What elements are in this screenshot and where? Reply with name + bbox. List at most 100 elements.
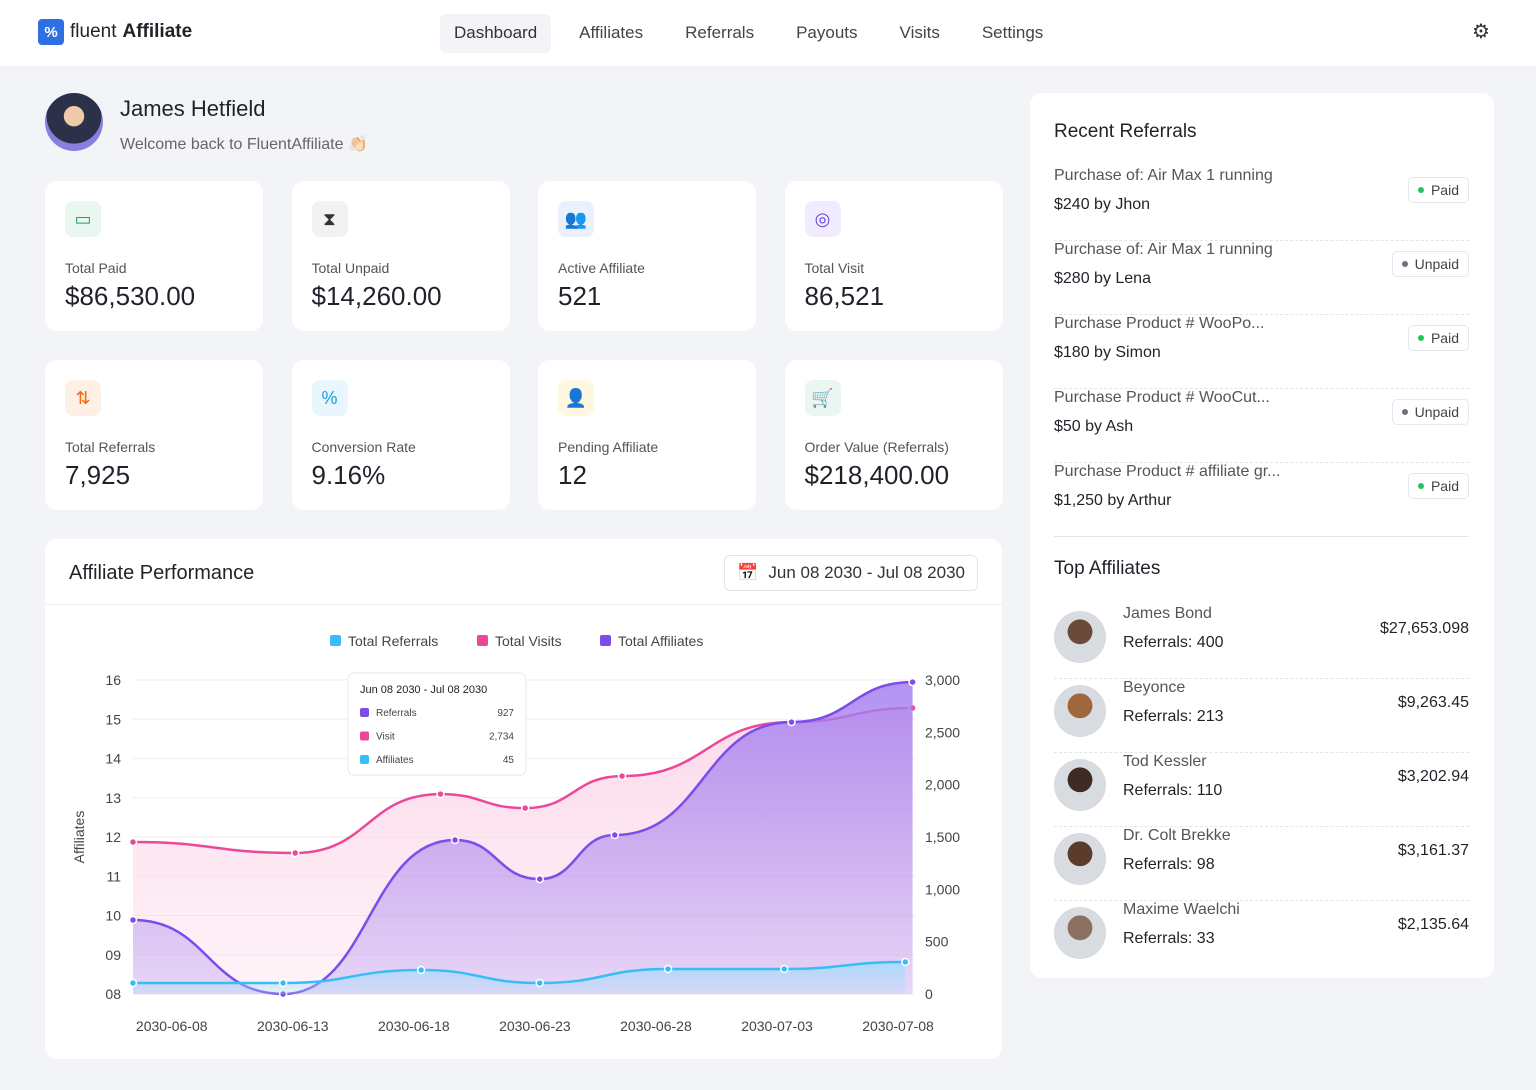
performance-title: Affiliate Performance — [69, 562, 255, 584]
affiliate-earnings: $9,263.45 — [1397, 694, 1469, 711]
eye-icon: ◎ — [804, 201, 841, 237]
x-tick-label: 2030-06-23 — [499, 1018, 571, 1034]
data-point — [610, 830, 620, 840]
left-tick-label: 12 — [105, 829, 121, 845]
top-affiliate-item[interactable]: James Bond Referrals: 400 $27,653.098 — [1054, 605, 1469, 679]
status-label: Unpaid — [1414, 256, 1459, 272]
stat-label: Total Unpaid — [311, 260, 390, 276]
data-point — [780, 964, 789, 974]
nav-referrals[interactable]: Referrals — [685, 23, 755, 42]
cart-icon: 🛒 — [804, 380, 841, 416]
stat-value: 521 — [558, 281, 602, 311]
left-tick-label: 13 — [105, 790, 121, 806]
gear-icon[interactable]: ⚙ — [1472, 21, 1490, 43]
stat-card: ⇅ Total Referrals 7,925 — [45, 360, 263, 510]
affiliate-earnings: $3,202.94 — [1397, 768, 1469, 785]
x-tick-label: 2030-07-08 — [862, 1018, 934, 1034]
stat-value: 7,925 — [65, 460, 131, 490]
divider — [45, 604, 1002, 605]
left-tick-label: 14 — [105, 751, 121, 767]
stat-card: 👥 Active Affiliate 521 — [538, 181, 756, 331]
affiliate-referrals: Referrals: 400 — [1123, 634, 1224, 651]
top-affiliate-item[interactable]: Dr. Colt Brekke Referrals: 98 $3,161.37 — [1054, 827, 1469, 901]
avatar — [1054, 833, 1106, 885]
right-tick-label: 500 — [925, 934, 949, 950]
left-tick-label: 15 — [105, 711, 121, 727]
referral-item[interactable]: Purchase of: Air Max 1 running $280 by L… — [1054, 241, 1469, 315]
top-affiliate-item[interactable]: Tod Kessler Referrals: 110 $3,202.94 — [1054, 753, 1469, 827]
affiliate-referrals: Referrals: 110 — [1123, 782, 1223, 799]
legend-swatch — [330, 635, 341, 646]
referral-item[interactable]: Purchase of: Air Max 1 running $240 by J… — [1054, 167, 1469, 241]
date-range-picker[interactable]: 📅 Jun 08 2030 - Jul 08 2030 — [724, 555, 978, 591]
legend-label: Total Referrals — [348, 633, 438, 649]
x-tick-label: 2030-06-13 — [257, 1018, 329, 1034]
referral-item[interactable]: Purchase Product # WooPo... $180 by Simo… — [1054, 315, 1469, 389]
affiliate-name: Maxime Waelchi — [1123, 901, 1240, 918]
avatar — [1054, 685, 1106, 737]
stat-card: 🛒 Order Value (Referrals) $218,400.00 — [784, 360, 1003, 510]
main-nav: Dashboard Affiliates Referrals Payouts V… — [440, 14, 1067, 53]
data-point — [128, 978, 138, 988]
tooltip-swatch — [360, 708, 369, 717]
data-point — [787, 717, 796, 727]
tooltip-value: 45 — [503, 755, 515, 766]
tooltip-value: 927 — [497, 708, 514, 719]
top-affiliate-item[interactable]: Maxime Waelchi Referrals: 33 $2,135.64 — [1054, 901, 1469, 975]
nav-visits[interactable]: Visits — [899, 23, 940, 42]
data-point — [617, 771, 627, 781]
data-point — [663, 964, 673, 974]
top-affiliate-item[interactable]: Beyonce Referrals: 213 $9,263.45 — [1054, 679, 1469, 753]
stat-value: 86,521 — [804, 281, 885, 311]
x-tick-label: 2030-06-18 — [378, 1018, 450, 1034]
referral-title: Purchase Product # WooCut... — [1054, 389, 1270, 406]
referral-title: Purchase of: Air Max 1 running — [1054, 241, 1273, 258]
affiliate-earnings: $27,653.098 — [1380, 620, 1469, 637]
affiliate-name: Tod Kessler — [1123, 753, 1207, 770]
right-tick-label: 3,000 — [925, 672, 960, 688]
right-tick-label: 2,500 — [925, 724, 960, 740]
data-point — [908, 677, 917, 687]
status-badge: Unpaid — [1391, 399, 1469, 425]
stat-label: Total Visit — [804, 260, 865, 276]
status-dot — [1401, 261, 1408, 267]
stat-label: Pending Affiliate — [558, 439, 659, 455]
affiliate-name: Dr. Colt Brekke — [1123, 827, 1231, 844]
status-dot — [1401, 409, 1408, 415]
status-label: Unpaid — [1414, 404, 1459, 420]
data-point — [535, 874, 544, 884]
affiliate-earnings: $3,161.37 — [1397, 842, 1469, 859]
stat-label: Total Referrals — [65, 439, 156, 455]
tooltip-label: Referrals — [376, 708, 417, 719]
stat-label: Active Affiliate — [558, 260, 645, 276]
users-icon: 👥 — [558, 201, 594, 237]
status-badge: Paid — [1407, 473, 1469, 499]
user-pending-icon: 👤 — [558, 380, 594, 416]
right-tick-label: 1,500 — [925, 829, 960, 845]
top-bar: % fluent Affiliate Dashboard Affiliates Re… — [0, 0, 1536, 66]
stat-label: Order Value (Referrals) — [804, 439, 949, 455]
data-point — [520, 803, 530, 813]
logo-icon: % — [38, 19, 64, 45]
nav-payouts[interactable]: Payouts — [796, 23, 858, 42]
status-badge: Paid — [1407, 325, 1469, 351]
right-tick-label: 1,000 — [925, 881, 960, 897]
status-badge: Unpaid — [1391, 251, 1469, 277]
nav-affiliates[interactable]: Affiliates — [579, 23, 644, 42]
y-axis-label: Affiliates — [71, 811, 87, 864]
stat-value: $218,400.00 — [804, 460, 950, 490]
nav-dashboard[interactable]: Dashboard — [440, 14, 552, 53]
status-dot — [1417, 335, 1424, 341]
stat-card: ⧗ Total Unpaid $14,260.00 — [291, 181, 510, 331]
stat-label: Conversion Rate — [311, 439, 416, 455]
affiliate-referrals: Referrals: 33 — [1123, 930, 1215, 947]
logo[interactable]: % fluent Affiliate — [38, 19, 192, 45]
affiliate-referrals: Referrals: 213 — [1123, 708, 1224, 725]
left-tick-label: 09 — [105, 947, 121, 963]
right-tick-label: 0 — [925, 986, 933, 1002]
nav-settings[interactable]: Settings — [981, 23, 1044, 42]
welcome-text: Welcome back to FluentAffiliate 👏🏻 — [120, 136, 368, 153]
referral-item[interactable]: Purchase Product # affiliate gr... $1,25… — [1054, 463, 1469, 537]
tooltip-label: Affiliates — [376, 755, 414, 766]
referral-item[interactable]: Purchase Product # WooCut... $50 by Ash … — [1054, 389, 1469, 463]
